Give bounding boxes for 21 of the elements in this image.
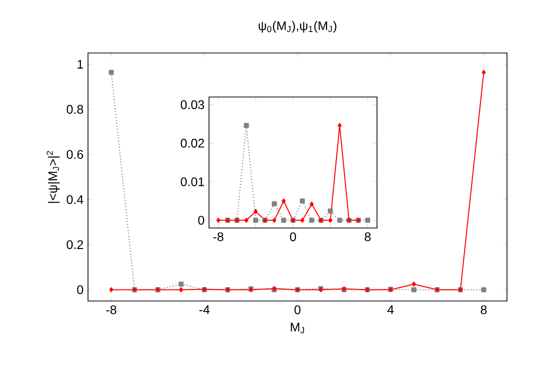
x-tick-label: 0: [294, 305, 300, 314]
x-axis-title: M$_{J}$: [290, 322, 304, 334]
x-tick-label: 0: [290, 232, 296, 242]
x-tick-label: -4: [199, 305, 210, 314]
y-tick-label: 0.2: [66, 240, 84, 250]
y-tick-label: 1: [78, 60, 84, 69]
y-tick-label: 0.4: [66, 195, 84, 204]
chart-title: ψ$_{0}$(M$_{J}$),ψ$_{1}$(M$_{J}$): [258, 20, 336, 33]
y-tick-label: 0.8: [66, 104, 84, 114]
y-tick-label: 0.02: [180, 138, 204, 148]
y-tick-label: 0: [77, 285, 84, 294]
y-tick-label: 0.6: [66, 150, 84, 159]
y-tick-label: 0: [198, 216, 204, 225]
y-tick-label: 0.03: [180, 100, 204, 110]
x-tick-label: -8: [213, 232, 224, 242]
y-tick-label: 0.01: [180, 177, 204, 186]
x-tick-label: 4: [387, 305, 394, 314]
x-tick-label: 8: [480, 305, 487, 314]
x-tick-label: -8: [106, 305, 116, 314]
x-tick-label: 8: [364, 232, 371, 242]
y-axis-title: |<ψ|M$_{J}$>|$^{2}$: [46, 150, 60, 203]
